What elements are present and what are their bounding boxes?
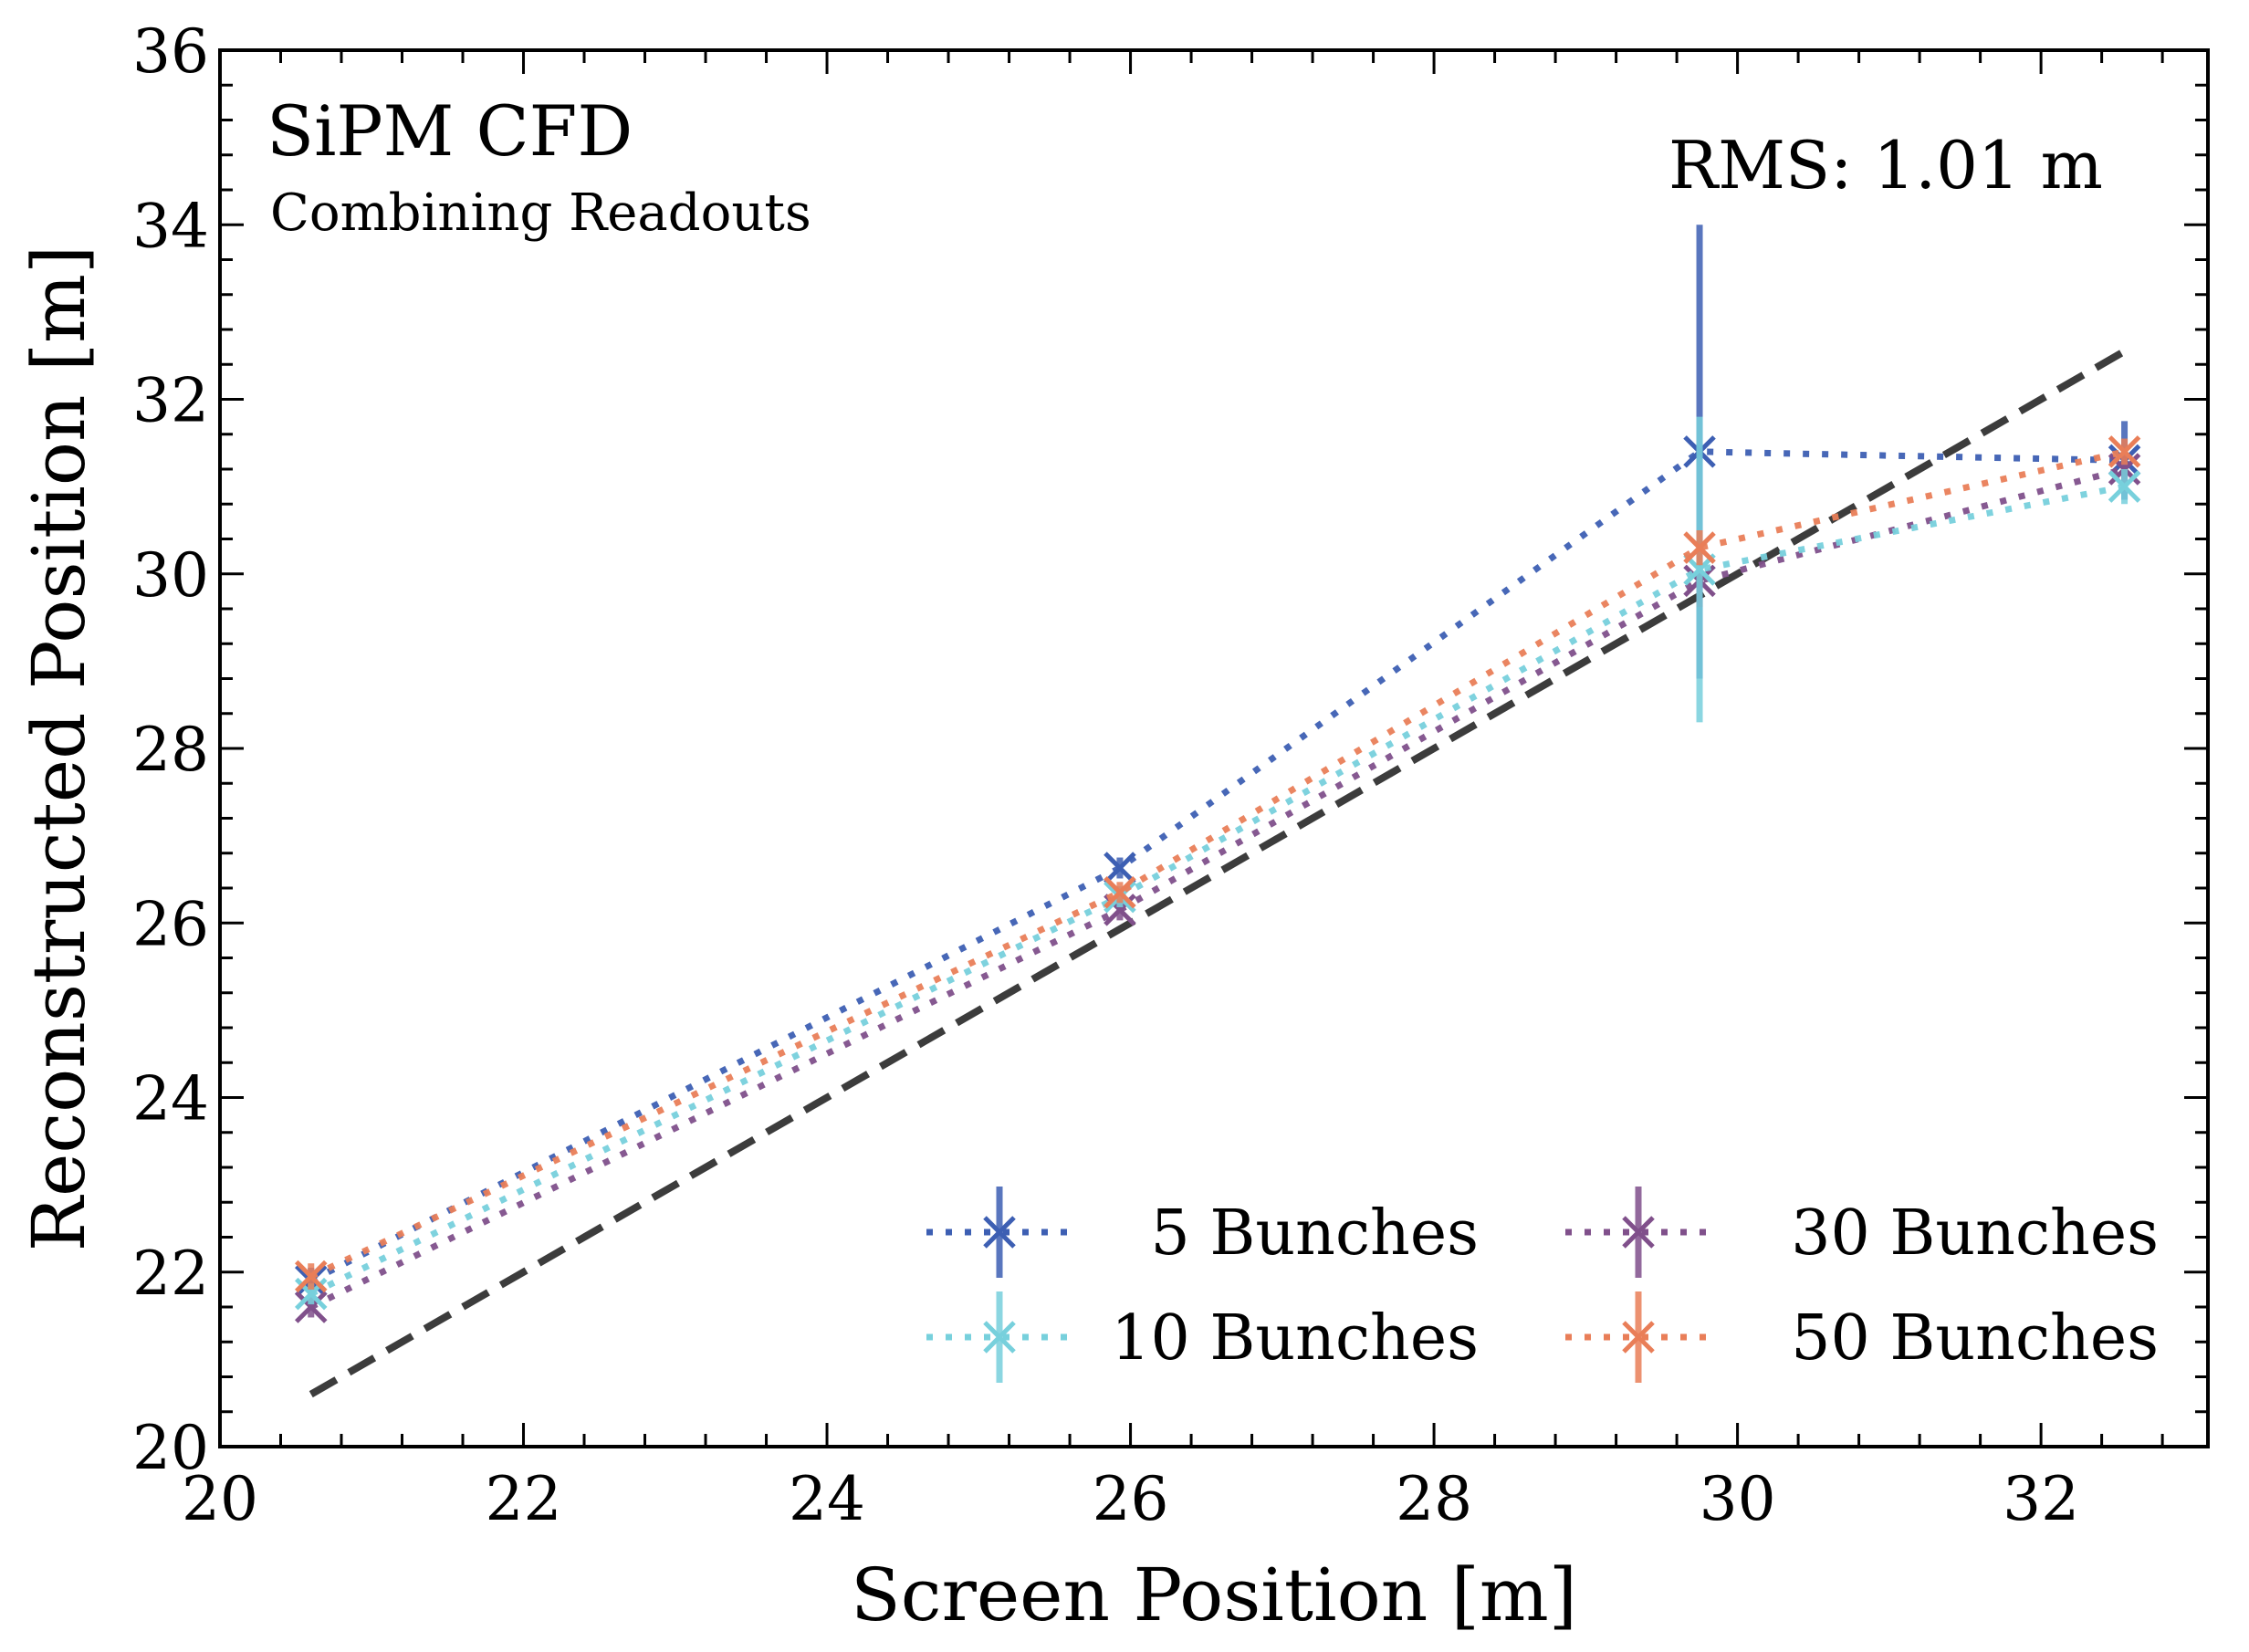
y-tick-label: 22	[132, 1239, 209, 1309]
data-point	[294, 1260, 328, 1293]
y-tick-label: 26	[132, 889, 209, 959]
series-10-bunches	[294, 416, 2141, 1311]
x-tick-label: 24	[789, 1464, 865, 1534]
x-tick-label: 26	[1093, 1464, 1169, 1534]
series-50-bunches	[294, 435, 2141, 1293]
x-tick-label: 22	[486, 1464, 562, 1534]
data-point	[2108, 435, 2141, 468]
legend-marker	[983, 1216, 1016, 1249]
series-line	[309, 448, 2126, 1280]
y-tick-label: 32	[132, 366, 209, 436]
data-point	[1683, 531, 1716, 564]
legend-label: 10 Bunches	[1111, 1302, 1479, 1375]
legend-item: 10 Bunches	[926, 1291, 1479, 1383]
legend-item: 5 Bunches	[926, 1187, 1479, 1278]
data-point	[2108, 470, 2141, 503]
data-point	[294, 1291, 328, 1323]
data-point	[1104, 852, 1136, 884]
series-5-bunches	[294, 225, 2141, 1298]
plot-frame	[218, 48, 2210, 1448]
rms-annotation: RMS: 1.01 m	[1668, 127, 2103, 204]
legend-marker	[1622, 1321, 1655, 1354]
ticks-layer: 20 22 24 26 28 30 32 20 22 24 26 28 30 32 34 36	[132, 16, 2208, 1534]
y-tick-label: 28	[132, 715, 209, 785]
legend-marker	[1622, 1216, 1655, 1249]
x-tick-label: 20	[182, 1464, 258, 1534]
y-tick-label: 36	[132, 16, 209, 87]
data-point	[1104, 876, 1136, 909]
legend-item: 50 Bunches	[1565, 1291, 2159, 1383]
y-tick-label: 30	[132, 540, 209, 611]
series-line	[309, 465, 2126, 1311]
chart-title: SiPM CFD	[267, 90, 633, 172]
y-axis-label: Reconstructed Position [m]	[16, 246, 101, 1252]
series-line	[309, 483, 2126, 1297]
legend-label: 5 Bunches	[1151, 1197, 1479, 1270]
y-tick-label: 34	[132, 191, 209, 261]
chart-subtitle: Combining Readouts	[270, 183, 811, 243]
legend-label: 30 Bunches	[1791, 1197, 2159, 1270]
series-30-bunches	[294, 447, 2141, 1323]
series-line	[309, 448, 2125, 1284]
x-tick-label: 30	[1700, 1464, 1776, 1534]
series-layer	[294, 225, 2141, 1323]
x-tick-label: 32	[2003, 1464, 2079, 1534]
legend-item: 30 Bunches	[1565, 1187, 2159, 1278]
y-tick-label: 24	[132, 1064, 209, 1134]
x-tick-label: 28	[1396, 1464, 1472, 1534]
legend-label: 50 Bunches	[1791, 1302, 2159, 1375]
x-axis-label: Screen Position [m]	[851, 1553, 1577, 1637]
legend: 5 Bunches 10 Bunches 30 Bunches 50 Bunches	[926, 1187, 2159, 1383]
y-tick-label: 20	[132, 1413, 209, 1483]
legend-marker	[983, 1321, 1016, 1354]
